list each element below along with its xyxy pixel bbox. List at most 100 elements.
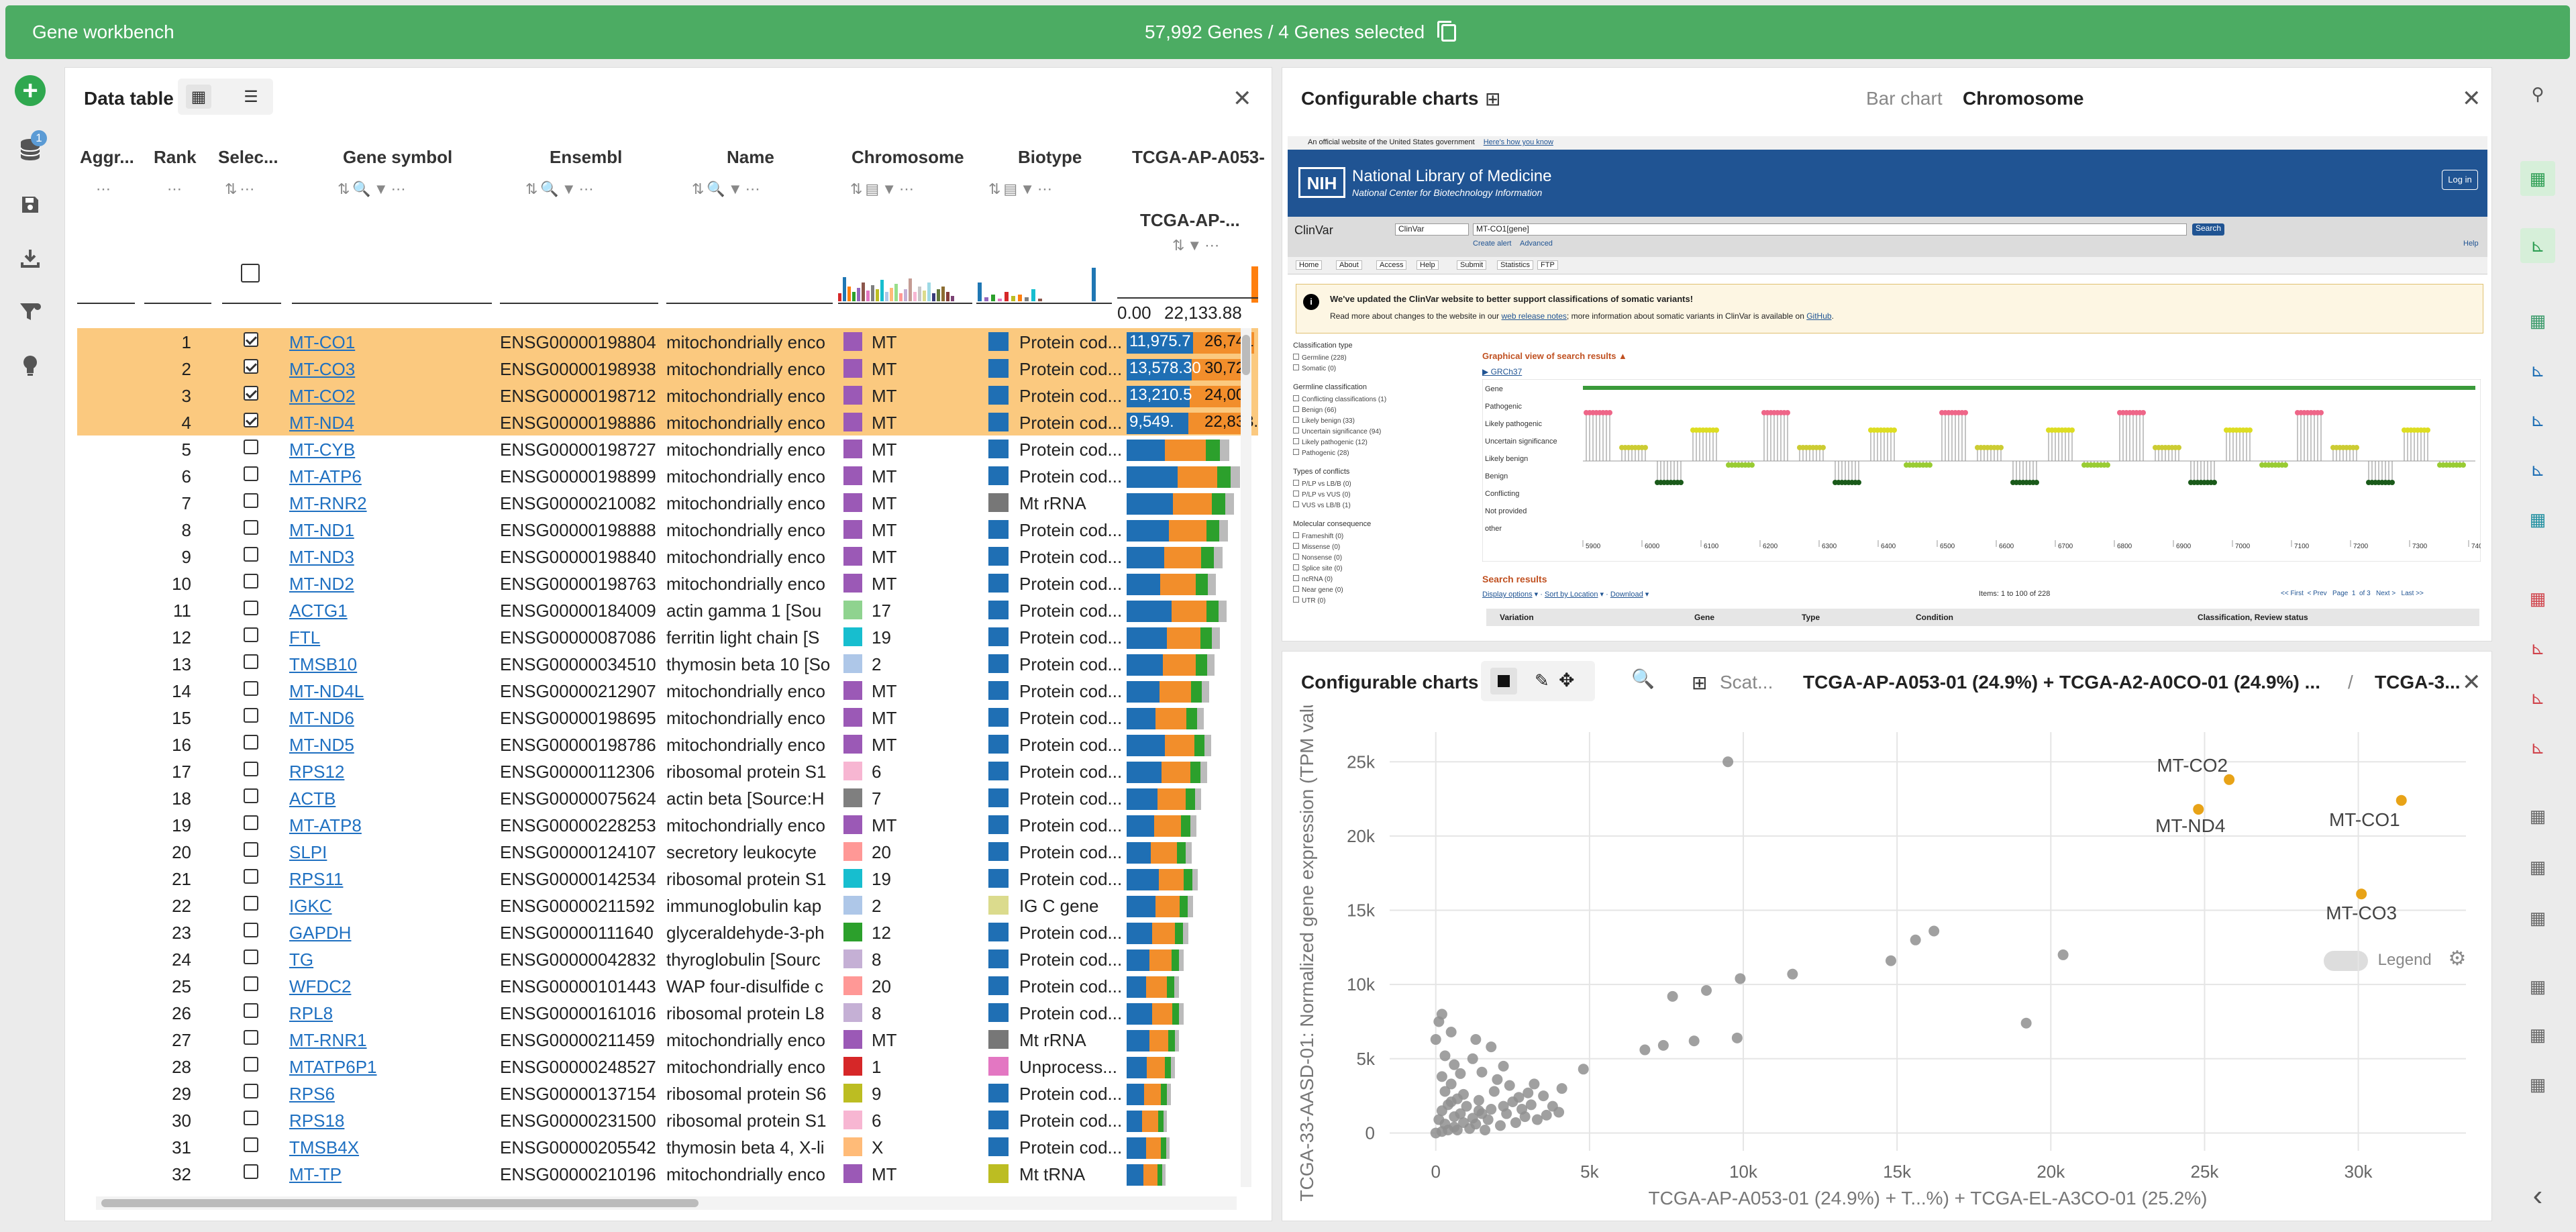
gene-symbol-link[interactable]: MT-RNR1 bbox=[289, 1030, 367, 1050]
gene-symbol-link[interactable]: SLPI bbox=[289, 842, 327, 862]
results-column-header[interactable]: Condition bbox=[1916, 613, 1953, 622]
row-checkbox[interactable] bbox=[244, 1137, 258, 1152]
filter-checkbox[interactable]: Benign (66) bbox=[1293, 406, 1337, 414]
table-row[interactable]: 24 TG ENSG00000042832 thyroglobulin [Sourc 8… bbox=[77, 945, 1258, 972]
filter-icon[interactable] bbox=[15, 297, 46, 327]
sort-by-link[interactable]: Sort by Location bbox=[1544, 591, 1598, 599]
table-row[interactable]: 12 FTL ENSG00000087086 ferritin light chain… bbox=[77, 623, 1258, 650]
table-row[interactable]: 3 MT-CO2 ENSG00000198712 mitochondrially en… bbox=[77, 382, 1258, 409]
table-icon[interactable]: ▦ bbox=[2529, 310, 2546, 331]
table-row[interactable]: 22 IGKC ENSG00000211592 immunoglobulin kap 2… bbox=[77, 892, 1258, 919]
tab-tcga-3[interactable]: TCGA-3... bbox=[2375, 672, 2461, 692]
results-column-header[interactable]: Type bbox=[1802, 613, 1820, 622]
download-link[interactable]: Download bbox=[1610, 591, 1643, 599]
close-icon[interactable]: ✕ bbox=[2462, 86, 2481, 111]
nav-item[interactable]: Help bbox=[1416, 260, 1439, 270]
horizontal-scrollbar[interactable] bbox=[96, 1196, 1237, 1210]
gene-symbol-link[interactable]: MT-ND1 bbox=[289, 520, 354, 540]
col-sort-menu[interactable]: ⇅⋯ bbox=[225, 181, 258, 197]
gene-symbol-link[interactable]: MT-ATP6 bbox=[289, 466, 362, 486]
row-checkbox[interactable] bbox=[244, 547, 258, 562]
line-chart-icon[interactable]: ⊾ bbox=[2530, 409, 2545, 430]
nav-item[interactable]: FTP bbox=[1537, 260, 1558, 270]
table-row[interactable]: 32 MT-TP ENSG00000210196 mitochondrially en… bbox=[77, 1160, 1258, 1187]
col-selected[interactable]: Selec... bbox=[218, 147, 278, 167]
line-chart-icon[interactable]: ⊾ bbox=[2530, 737, 2545, 758]
col-aggregate[interactable]: Aggr... bbox=[80, 147, 134, 167]
table-row[interactable]: 27 MT-RNR1 ENSG00000211459 mitochondrially … bbox=[77, 1026, 1258, 1053]
gene-symbol-link[interactable]: MT-ND2 bbox=[289, 574, 354, 594]
col-tcga-1[interactable]: TCGA-AP-A053- bbox=[1132, 147, 1265, 167]
nav-item[interactable]: Statistics bbox=[1497, 260, 1534, 270]
filter-checkbox[interactable]: VUS vs LB/B (1) bbox=[1293, 501, 1351, 509]
nav-item[interactable]: Home bbox=[1296, 260, 1323, 270]
row-checkbox[interactable] bbox=[244, 869, 258, 884]
chevron-left-icon[interactable]: ‹ bbox=[2532, 1179, 2543, 1212]
gene-symbol-link[interactable]: MT-RNR2 bbox=[289, 493, 367, 513]
select-all-checkbox[interactable] bbox=[241, 264, 260, 283]
row-checkbox[interactable] bbox=[244, 762, 258, 776]
gene-symbol-link[interactable]: ACTB bbox=[289, 788, 336, 809]
results-column-header[interactable]: Gene bbox=[1694, 613, 1715, 622]
nav-item[interactable]: Submit bbox=[1457, 260, 1487, 270]
table-row[interactable]: 4 MT-ND4 ENSG00000198886 mitochondrially en… bbox=[77, 409, 1258, 435]
filter-checkbox[interactable]: ncRNA (0) bbox=[1293, 575, 1333, 583]
row-checkbox[interactable] bbox=[244, 466, 258, 481]
gov-link[interactable]: Here's how you know bbox=[1483, 138, 1553, 146]
row-checkbox[interactable] bbox=[244, 654, 258, 669]
gene-symbol-link[interactable]: MT-ND5 bbox=[289, 735, 354, 755]
gene-symbol-link[interactable]: MT-CO3 bbox=[289, 359, 356, 379]
gene-symbol-link[interactable]: MTATP6P1 bbox=[289, 1057, 377, 1077]
table-row[interactable]: 8 MT-ND1 ENSG00000198888 mitochondrially en… bbox=[77, 516, 1258, 543]
table-row[interactable]: 6 MT-ATP6 ENSG00000198899 mitochondrially e… bbox=[77, 462, 1258, 489]
row-checkbox[interactable] bbox=[244, 949, 258, 964]
filter-checkbox[interactable]: Conflicting classifications (1) bbox=[1293, 395, 1386, 403]
filter-checkbox[interactable]: Frameshift (0) bbox=[1293, 532, 1343, 540]
zoom-icon[interactable]: 🔍 bbox=[1631, 668, 1655, 689]
add-chart-icon[interactable]: ⊞ bbox=[1692, 672, 1708, 693]
display-options-link[interactable]: Display options bbox=[1482, 591, 1533, 599]
gene-symbol-link[interactable]: MT-ND4L bbox=[289, 681, 364, 701]
row-checkbox[interactable] bbox=[244, 574, 258, 588]
gene-symbol-link[interactable]: MT-ND6 bbox=[289, 708, 354, 728]
grch-link[interactable]: ▶ GRCh37 bbox=[1482, 367, 1523, 376]
gene-symbol-link[interactable]: GAPDH bbox=[289, 923, 352, 943]
table-row[interactable]: 15 MT-ND6 ENSG00000198695 mitochondrially e… bbox=[77, 704, 1258, 731]
table-view-icon[interactable]: ▦ bbox=[186, 85, 211, 109]
gene-symbol-link[interactable]: RPL8 bbox=[289, 1003, 333, 1023]
col-menu[interactable]: ⋯ bbox=[167, 181, 185, 197]
table-row[interactable]: 28 MTATP6P1 ENSG00000248527 mitochondrially… bbox=[77, 1053, 1258, 1080]
help-link[interactable]: Help bbox=[2463, 240, 2479, 248]
filter-checkbox[interactable]: Splice site (0) bbox=[1293, 564, 1343, 572]
add-chart-icon[interactable]: ⊞ bbox=[1485, 89, 1501, 109]
list-view-icon[interactable]: ☰ bbox=[244, 87, 258, 106]
table-row[interactable]: 21 RPS11 ENSG00000142534 ribosomal protein … bbox=[77, 865, 1258, 892]
table-row[interactable]: 11 ACTG1 ENSG00000184009 actin gamma 1 [Sou… bbox=[77, 597, 1258, 623]
release-notes-link[interactable]: web release notes bbox=[1501, 311, 1567, 321]
tab-scatter[interactable]: Scat... bbox=[1720, 672, 1773, 692]
table-row[interactable]: 7 MT-RNR2 ENSG00000210082 mitochondrially e… bbox=[77, 489, 1258, 516]
row-checkbox[interactable] bbox=[244, 788, 258, 803]
row-checkbox[interactable] bbox=[244, 1164, 258, 1179]
table-icon[interactable]: ▦ bbox=[2529, 856, 2546, 877]
row-checkbox[interactable] bbox=[244, 601, 258, 615]
gene-symbol-link[interactable]: MT-CYB bbox=[289, 440, 356, 460]
gene-symbol-link[interactable]: FTL bbox=[289, 627, 321, 648]
table-row[interactable]: 23 GAPDH ENSG00000111640 glyceraldehyde-3-p… bbox=[77, 919, 1258, 945]
gene-symbol-link[interactable]: TMSB10 bbox=[289, 654, 358, 674]
table-row[interactable]: 25 WFDC2 ENSG00000101443 WAP four-disulfide… bbox=[77, 972, 1258, 999]
table-row[interactable]: 14 MT-ND4L ENSG00000212907 mitochondrially … bbox=[77, 677, 1258, 704]
row-checkbox[interactable] bbox=[244, 520, 258, 535]
table-row[interactable]: 5 MT-CYB ENSG00000198727 mitochondrially en… bbox=[77, 435, 1258, 462]
table-row[interactable]: 31 TMSB4X ENSG00000205542 thymosin beta 4, … bbox=[77, 1133, 1258, 1160]
filter-checkbox[interactable]: Germline (228) bbox=[1293, 354, 1347, 362]
col-name[interactable]: Name bbox=[727, 147, 774, 167]
legend-toggle[interactable] bbox=[2324, 950, 2368, 971]
filter-checkbox[interactable]: Likely benign (33) bbox=[1293, 417, 1355, 425]
filter-checkbox[interactable]: Nonsense (0) bbox=[1293, 554, 1342, 562]
results-column-header[interactable]: Variation bbox=[1500, 613, 1534, 622]
table-row[interactable]: 29 RPS6 ENSG00000137154 ribosomal protein S… bbox=[77, 1080, 1258, 1107]
filter-checkbox[interactable]: Missense (0) bbox=[1293, 543, 1340, 551]
row-checkbox[interactable] bbox=[244, 976, 258, 991]
col-tools[interactable]: ⇅▤▼⋯ bbox=[850, 181, 917, 197]
